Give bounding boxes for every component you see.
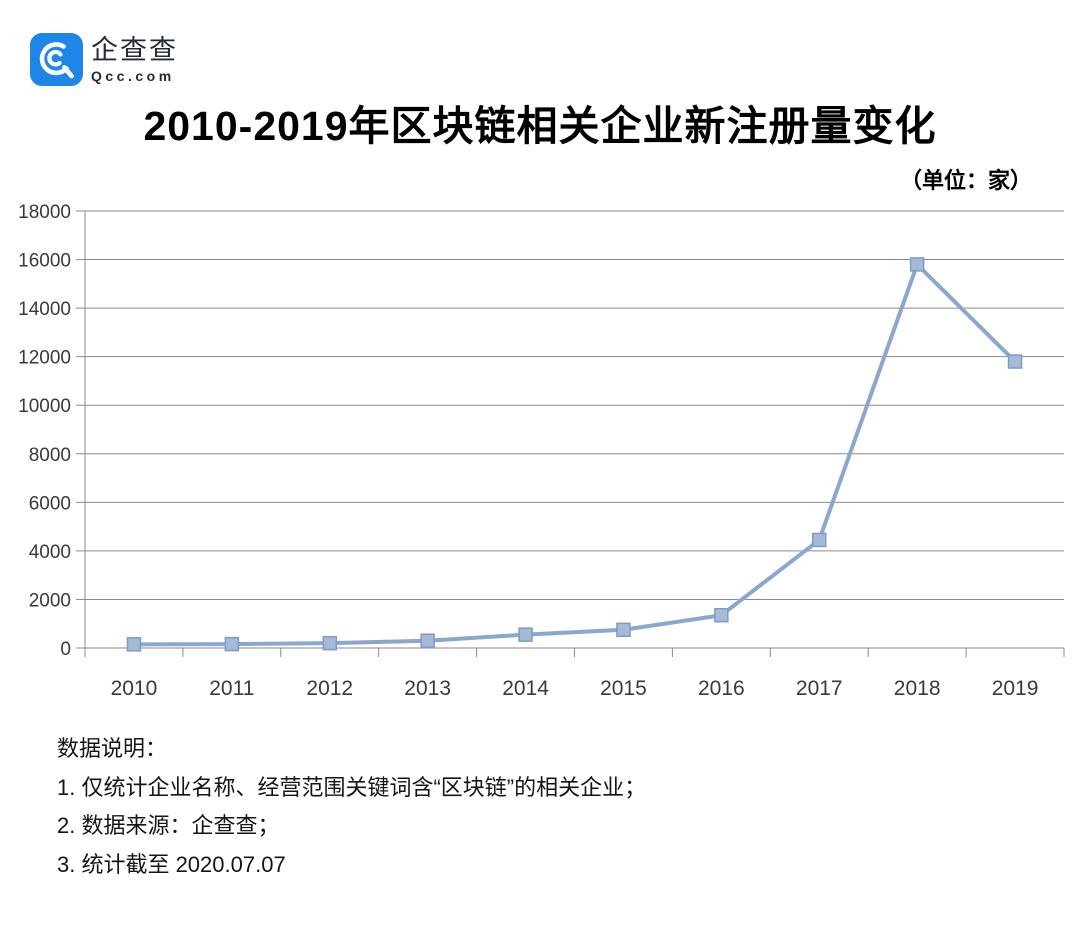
note-item: 3. 统计截至 2020.07.07 [57, 851, 286, 877]
y-axis-tick-label: 14000 [18, 299, 71, 320]
note-item: 2. 数据来源：企查查； [57, 813, 280, 838]
y-axis-tick-label: 10000 [18, 396, 71, 417]
y-axis-tick-label: 0 [60, 639, 71, 660]
x-axis-tick-label: 2015 [600, 677, 647, 700]
qcc-logo-icon [30, 33, 83, 86]
y-axis-tick-label: 18000 [18, 202, 71, 223]
brand-header: 企查查 Qcc.com [30, 33, 178, 86]
data-point-marker [224, 636, 240, 652]
y-axis-tick-label: 6000 [29, 493, 71, 514]
brand-name: 企查查 [91, 34, 178, 65]
chart-area: 0 2000 4000 6000 8000 10000 12000 14000 16000 180… [0, 195, 1080, 710]
unit-label: （单位：家） [899, 168, 1032, 193]
x-axis-tick-label: 2013 [404, 677, 451, 700]
brand-text: 企查查 Qcc.com [91, 35, 178, 85]
x-axis-tick-label: 2010 [111, 677, 158, 700]
y-axis-tick-label: 8000 [29, 445, 71, 466]
y-axis-tick-label: 2000 [29, 590, 71, 611]
x-axis-tick-label: 2017 [796, 677, 843, 700]
brand-domain: Qcc.com [91, 67, 175, 84]
data-point-marker [126, 637, 142, 652]
data-line [131, 262, 1018, 647]
y-axis-tick-label: 16000 [18, 251, 71, 272]
y-axis-tick-label: 4000 [29, 542, 71, 563]
data-point-marker [616, 622, 631, 638]
data-point-marker [518, 627, 533, 642]
note-item: 1. 仅统计企业名称、经营范围关键词含“区块链”的相关企业； [57, 774, 647, 800]
x-axis-tick-label: 2012 [306, 677, 353, 700]
x-axis-tick-label: 2011 [209, 677, 254, 700]
data-point-marker [322, 635, 337, 651]
x-axis-tick-label: 2016 [698, 677, 745, 700]
y-axis-tick-label: 12000 [18, 348, 71, 369]
data-point-marker [909, 257, 925, 272]
x-axis-tick-label: 2018 [894, 677, 941, 700]
data-point-marker [1007, 354, 1023, 369]
x-axis-tick-label: 2014 [502, 677, 549, 700]
x-axis-tick-label: 2019 [992, 677, 1039, 700]
data-notes: 数据说明： 1. 仅统计企业名称、经营范围关键词含“区块链”的相关企业； 2. … [57, 730, 646, 884]
notes-heading: 数据说明： [57, 736, 168, 761]
data-point-marker [812, 532, 827, 548]
data-point-marker [714, 607, 729, 623]
page-title: 2010-2019年区块链相关企业新注册量变化 [143, 103, 937, 149]
registrations-line-chart: 0 2000 4000 6000 8000 10000 12000 14000 16000 180… [18, 202, 1065, 700]
data-point-marker [420, 633, 435, 648]
